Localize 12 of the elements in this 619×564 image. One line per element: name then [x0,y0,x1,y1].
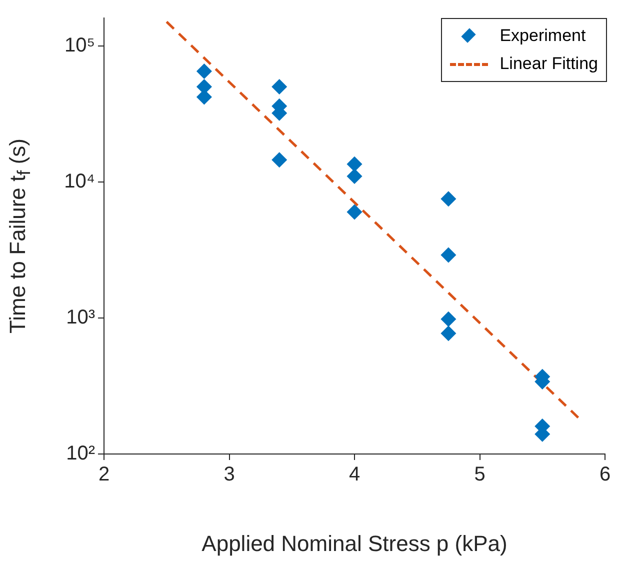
y-tick-label: 10² [66,442,96,465]
x-tick-label: 6 [599,464,611,486]
legend-label: Experiment [500,26,586,46]
x-tick-label: 3 [224,464,235,486]
y-tick-label: 10³ [66,306,96,328]
x-axis-title: Applied Nominal Stress p (kPa) [202,530,508,556]
x-tick-label: 2 [98,464,110,486]
legend-label: Linear Fitting [500,54,598,74]
y-tick-label: 10⁴ [64,170,95,192]
x-tick-label: 4 [348,464,360,486]
y-tick-label: 10⁵ [64,34,95,56]
x-tick-label: 5 [474,464,486,486]
